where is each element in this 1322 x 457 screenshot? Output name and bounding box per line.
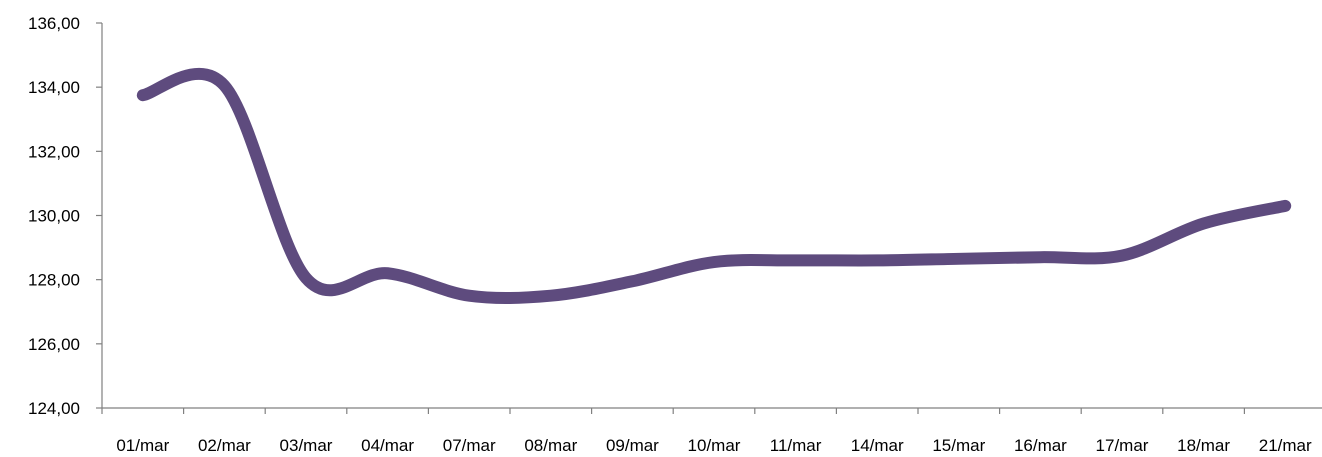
y-tick-label: 128,00 bbox=[28, 271, 80, 290]
x-tick-label: 21/mar bbox=[1259, 436, 1312, 455]
x-tick-label: 07/mar bbox=[443, 436, 496, 455]
y-tick-label: 126,00 bbox=[28, 335, 80, 354]
x-tick-label: 11/mar bbox=[770, 436, 822, 455]
x-tick-label: 09/mar bbox=[606, 436, 659, 455]
x-tick-label: 01/mar bbox=[116, 436, 169, 455]
x-tick-label: 18/mar bbox=[1177, 436, 1230, 455]
y-tick-label: 132,00 bbox=[28, 142, 80, 161]
x-tick-label: 16/mar bbox=[1014, 436, 1067, 455]
series-line bbox=[136, 67, 1292, 305]
x-tick-label: 15/mar bbox=[932, 436, 985, 455]
y-axis: 124,00 126,00 128,00 130,00 132,00 134,00 136,… bbox=[28, 14, 103, 418]
x-tick-label: 10/mar bbox=[688, 436, 741, 455]
x-tick-label: 17/mar bbox=[1096, 436, 1149, 455]
y-tick-label: 124,00 bbox=[28, 399, 80, 418]
x-tick-label: 03/mar bbox=[280, 436, 333, 455]
x-tick-label: 14/mar bbox=[851, 436, 904, 455]
x-tick-label: 08/mar bbox=[524, 436, 577, 455]
x-tick-label: 02/mar bbox=[198, 436, 251, 455]
x-tick-label: 04/mar bbox=[361, 436, 414, 455]
y-tick-label: 134,00 bbox=[28, 78, 80, 97]
y-tick-label: 130,00 bbox=[28, 207, 80, 226]
x-axis: 01/mar 02/mar 03/mar 04/mar 07/mar 08/mar 09/m… bbox=[101, 407, 1322, 455]
y-tick-label: 136,00 bbox=[28, 14, 80, 33]
plot-area bbox=[136, 67, 1292, 305]
